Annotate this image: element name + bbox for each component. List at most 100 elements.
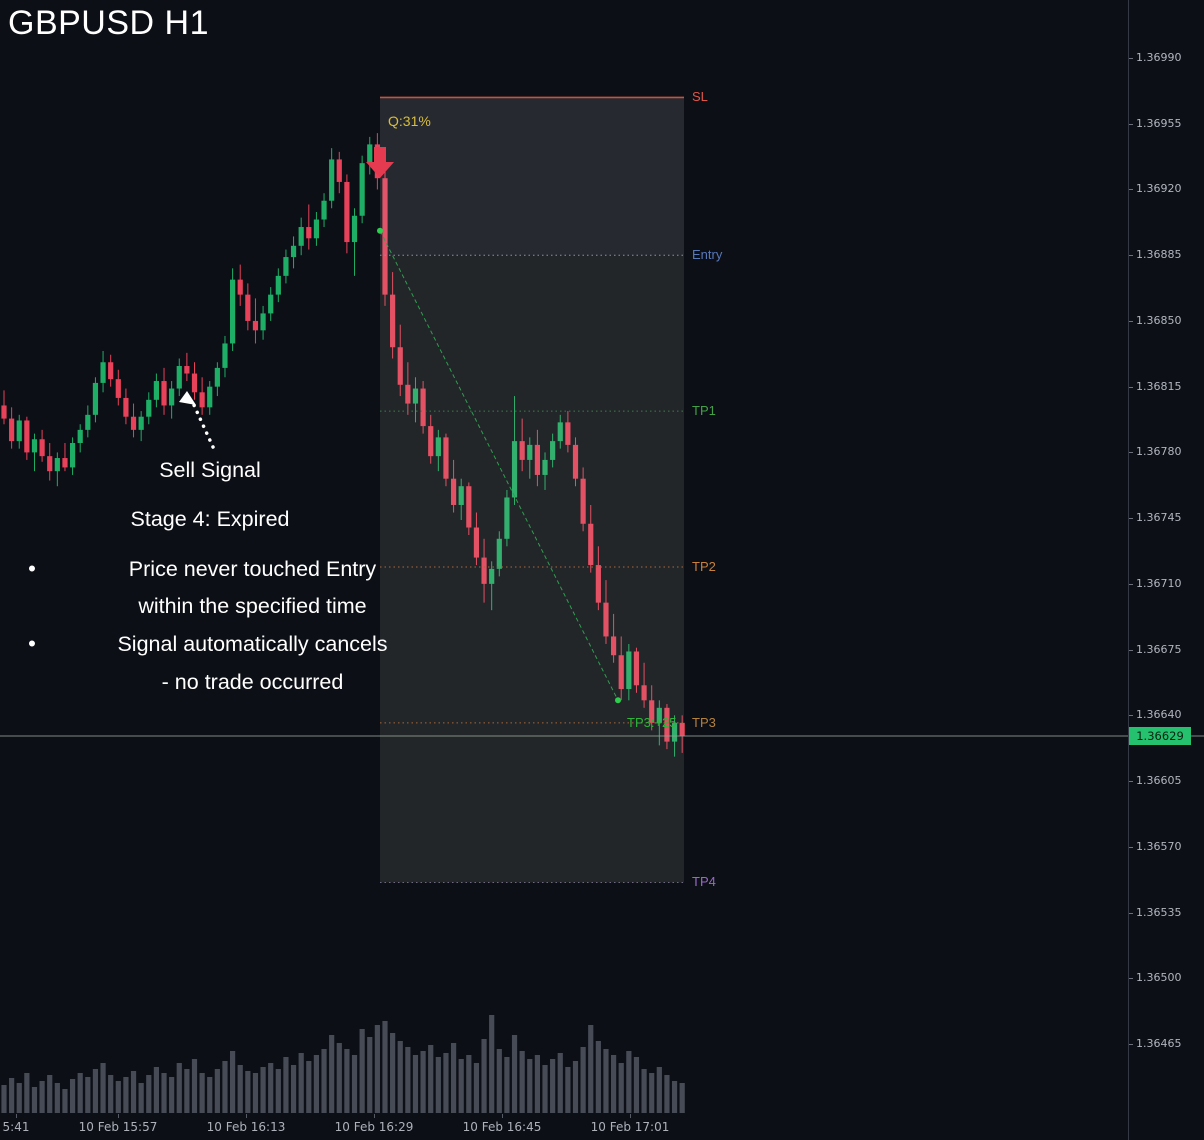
current-price-tag: 1.36629: [1129, 726, 1191, 745]
candle-body: [298, 227, 304, 246]
candle-body: [260, 313, 266, 331]
time-tick-mark: [246, 1114, 247, 1118]
time-tick-label: 10 Feb 16:29: [334, 1120, 414, 1134]
volume-bar: [641, 1069, 647, 1113]
volume-bar: [222, 1061, 228, 1113]
volume-bar: [54, 1083, 60, 1113]
candle-body: [100, 362, 106, 383]
candle-body: [588, 523, 594, 566]
candle-body: [275, 275, 281, 295]
volume-bar: [214, 1069, 220, 1113]
volume-bar: [153, 1067, 159, 1113]
candle-body: [62, 458, 68, 468]
volume-bar: [237, 1065, 243, 1113]
time-tick-mark: [374, 1114, 375, 1118]
candle-body: [618, 655, 624, 690]
candle-body: [313, 219, 320, 239]
candle-body: [542, 459, 548, 475]
candle-body: [207, 386, 213, 408]
volume-bar: [511, 1035, 518, 1113]
volume-bar: [176, 1063, 182, 1113]
time-tick-label: 10 Feb 17:01: [590, 1120, 670, 1134]
candle-body: [519, 441, 525, 460]
candle-body: [123, 397, 129, 417]
candle-body: [199, 392, 205, 408]
price-tick-mark: [1129, 978, 1133, 980]
price-tick-mark: [1129, 123, 1133, 125]
candle-body: [428, 426, 434, 457]
candle-body: [664, 707, 670, 742]
candle-body: [557, 422, 563, 442]
price-tick-mark: [1129, 518, 1133, 520]
annotation-arrow: [191, 401, 215, 449]
price-tick-label: 1.36815: [1136, 379, 1182, 393]
price-tick-mark: [1129, 715, 1133, 717]
price-tick-label: 1.36990: [1136, 51, 1182, 64]
bullet-icon: •: [28, 631, 36, 656]
candle-body: [245, 294, 251, 321]
tp4-level-label: TP4: [692, 874, 716, 890]
volume-bar: [92, 1069, 99, 1113]
annotation-line-4: - no trade occurred: [161, 670, 344, 694]
candle-body: [24, 420, 30, 453]
volume-bar: [336, 1043, 342, 1113]
candle-body: [214, 367, 220, 387]
price-tick-mark: [1129, 386, 1133, 388]
candle-body: [161, 381, 167, 406]
candle-body: [367, 144, 373, 164]
candle-body: [458, 486, 464, 505]
candle-body: [237, 279, 243, 295]
candle-body: [169, 388, 175, 406]
time-tick-label: 10 Feb 15:57: [78, 1120, 158, 1134]
volume-bar: [351, 1055, 358, 1113]
annotation-line-3: Signal automatically cancels: [117, 632, 388, 656]
tp1-level-label: TP1: [692, 403, 716, 419]
price-tick-label: 1.36710: [1136, 576, 1182, 590]
volume-bar: [9, 1078, 15, 1113]
candle-body: [611, 636, 617, 656]
volume-bar: [572, 1061, 579, 1113]
volume-bar: [664, 1075, 670, 1113]
price-tick-label: 1.36885: [1136, 248, 1182, 262]
time-axis[interactable]: 5:41 10 Feb 15:57 10 Feb 16:13 10 Feb 16:29…: [0, 1114, 1128, 1140]
volume-bar: [428, 1045, 434, 1113]
volume-bar: [130, 1071, 137, 1113]
volume-bar: [161, 1073, 167, 1113]
volume-bar: [405, 1047, 411, 1113]
candle-body: [405, 384, 411, 404]
sl-level-label: SL: [692, 89, 708, 105]
candle-body: [268, 294, 274, 314]
candle-body: [146, 399, 152, 417]
candle-body: [283, 257, 289, 276]
volume-bar: [397, 1041, 403, 1113]
profit-zone: [380, 255, 684, 883]
price-tick-label: 1.36570: [1136, 839, 1182, 853]
volume-bar: [550, 1059, 556, 1113]
price-tick-label: 1.36920: [1136, 182, 1182, 196]
time-tick-mark: [16, 1114, 17, 1118]
candle-body: [420, 388, 426, 427]
price-tick-label: 1.36535: [1136, 905, 1182, 919]
candle-body: [671, 722, 678, 742]
volume-bar: [245, 1071, 251, 1113]
price-tick-mark: [1129, 1043, 1133, 1045]
volume-bar: [283, 1057, 289, 1113]
candle-body: [511, 441, 518, 498]
volume-bar: [435, 1057, 441, 1113]
price-tick-label: 1.36955: [1136, 116, 1182, 130]
price-tick-mark: [1129, 58, 1133, 59]
candle-body: [77, 429, 83, 444]
volume-bar: [230, 1051, 236, 1113]
candle-body: [649, 700, 655, 723]
tp3-level-label: TP3: [692, 714, 716, 730]
candle-body: [626, 651, 632, 690]
time-tick-mark: [630, 1114, 631, 1118]
candle-body: [473, 527, 480, 558]
volume-bar: [31, 1087, 38, 1113]
volume-bar: [306, 1061, 312, 1113]
candle-body: [1, 405, 7, 419]
volume-bar: [359, 1029, 365, 1113]
price-axis[interactable]: 1.36990 1.36955 1.36920 1.36885 1.36850 1.368…: [1128, 0, 1204, 1140]
bullet-icon: •: [28, 556, 36, 581]
